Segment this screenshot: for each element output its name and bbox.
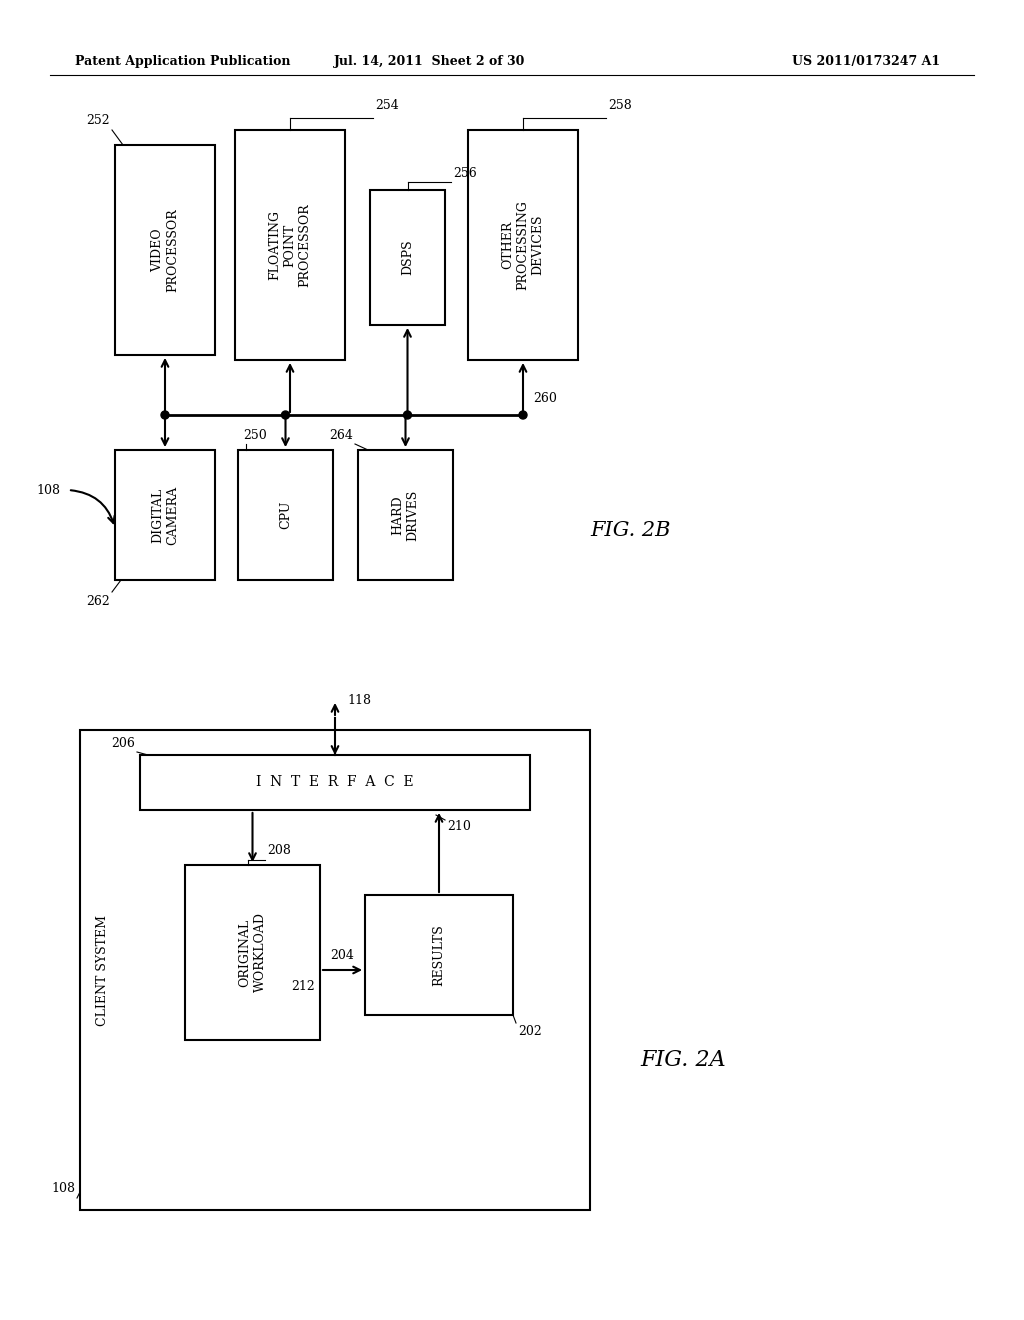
Bar — [370, 190, 445, 325]
Bar — [238, 450, 333, 579]
Text: DIGITAL
CAMERA: DIGITAL CAMERA — [151, 486, 179, 545]
Circle shape — [403, 411, 412, 418]
Bar — [115, 450, 215, 579]
Text: I  N  T  E  R  F  A  C  E: I N T E R F A C E — [256, 776, 414, 789]
Bar — [365, 895, 513, 1015]
Text: 254: 254 — [375, 99, 398, 112]
Text: HARD
DRIVES: HARD DRIVES — [391, 490, 420, 541]
Text: 250: 250 — [243, 429, 266, 442]
Text: VIDEO
PROCESSOR: VIDEO PROCESSOR — [151, 209, 179, 292]
Text: 252: 252 — [86, 114, 110, 127]
Text: CPU: CPU — [279, 500, 292, 529]
Text: RESULTS: RESULTS — [432, 924, 445, 986]
Text: 108: 108 — [36, 483, 60, 496]
Bar — [115, 145, 215, 355]
Text: 202: 202 — [518, 1026, 542, 1038]
Circle shape — [161, 411, 169, 418]
Text: 208: 208 — [267, 843, 292, 857]
Text: 206: 206 — [112, 737, 135, 750]
Text: 118: 118 — [347, 693, 371, 706]
Text: 204: 204 — [330, 949, 354, 962]
Text: ORIGINAL
WORKLOAD: ORIGINAL WORKLOAD — [239, 912, 266, 993]
Text: US 2011/0173247 A1: US 2011/0173247 A1 — [792, 55, 940, 69]
Bar — [80, 730, 590, 1210]
Bar — [358, 450, 453, 579]
Text: Patent Application Publication: Patent Application Publication — [75, 55, 291, 69]
Text: CLIENT SYSTEM: CLIENT SYSTEM — [95, 915, 109, 1026]
Text: OTHER
PROCESSING
DEVICES: OTHER PROCESSING DEVICES — [502, 201, 545, 290]
Bar — [468, 129, 578, 360]
Text: 256: 256 — [453, 168, 477, 180]
Text: 210: 210 — [447, 820, 471, 833]
Text: FIG. 2A: FIG. 2A — [640, 1049, 726, 1071]
Text: 264: 264 — [329, 429, 353, 442]
Text: 260: 260 — [534, 392, 557, 405]
Text: FLOATING
POINT
PROCESSOR: FLOATING POINT PROCESSOR — [268, 203, 311, 286]
Bar — [185, 865, 319, 1040]
Text: 258: 258 — [608, 99, 632, 112]
Bar — [234, 129, 345, 360]
Circle shape — [282, 411, 290, 418]
Text: 108: 108 — [51, 1181, 75, 1195]
Text: FIG. 2B: FIG. 2B — [590, 520, 671, 540]
Text: DSPS: DSPS — [401, 240, 414, 276]
Bar — [140, 755, 530, 810]
Circle shape — [519, 411, 527, 418]
Text: 262: 262 — [86, 595, 110, 609]
Text: 212: 212 — [291, 979, 315, 993]
Text: Jul. 14, 2011  Sheet 2 of 30: Jul. 14, 2011 Sheet 2 of 30 — [334, 55, 525, 69]
